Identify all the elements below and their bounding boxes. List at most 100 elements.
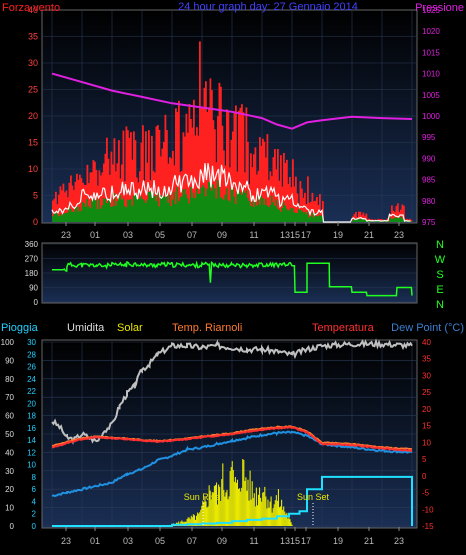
- solar-bar: [260, 497, 262, 526]
- wind-speed-bar: [299, 209, 302, 222]
- humidity-tick-label: 50: [5, 430, 14, 439]
- wind-gust-bar: [289, 176, 291, 222]
- pressure-tick-label: 1000: [422, 112, 440, 121]
- rain-tick-label: 18: [27, 412, 36, 421]
- wind-speed-bar: [218, 185, 221, 222]
- wind-gust-bar: [160, 156, 162, 222]
- solar-bar: [196, 515, 198, 526]
- wind-speed-bar: [389, 217, 392, 222]
- wind-speed-bar: [125, 207, 128, 222]
- wind-speed-bar: [160, 194, 162, 222]
- rain-line: [52, 475, 413, 527]
- wind-gust-bar: [395, 205, 398, 222]
- wind-speed-bar: [205, 196, 207, 222]
- x-tick-label: 13: [280, 230, 290, 240]
- pressure-tick-label: 1025: [422, 6, 440, 15]
- rain-tick-label: 28: [27, 350, 36, 359]
- wind-speed-bar: [281, 207, 284, 222]
- wind-speed-bar: [352, 220, 354, 222]
- wind-speed-bar: [259, 204, 261, 222]
- humidity-tick-label: 90: [5, 356, 14, 365]
- wind-speed-bar: [271, 195, 273, 222]
- wind-gust-bar: [286, 159, 288, 222]
- solar-bar: [211, 492, 213, 526]
- wind-speed-bar: [203, 187, 206, 222]
- wind-speed-bar: [146, 199, 149, 222]
- x-tick-label: 15: [290, 536, 300, 546]
- solar-bar: [270, 496, 272, 526]
- wind-gust-bar: [220, 86, 222, 222]
- wind-speed-bar: [52, 216, 54, 222]
- solar-bar: [267, 499, 269, 526]
- wind-speed-bar: [119, 195, 122, 222]
- wind-gust-bar: [103, 163, 105, 222]
- solar-bar: [229, 471, 231, 526]
- rain-tick-label: 8: [32, 473, 37, 482]
- solar-bar: [244, 480, 246, 526]
- wind-gust-bar: [223, 150, 225, 222]
- wind-speed-bar: [308, 217, 311, 222]
- wind-gust-bar: [158, 129, 161, 222]
- wind-gust-bar: [214, 129, 216, 222]
- solar-bars: [166, 458, 293, 526]
- direction-tick-label: 90: [29, 284, 38, 293]
- solar-bar: [249, 470, 251, 526]
- solar-bar: [225, 492, 227, 526]
- wind-gust-bar: [118, 140, 120, 222]
- pressure-tick-label: 995: [422, 133, 436, 142]
- wind-average-line: [51, 163, 411, 223]
- wind-speed-bar: [70, 208, 72, 222]
- wind-axis-ticks: 40 35 30 25 20 15 10 5 0: [28, 5, 38, 227]
- wind-tick-label: 0: [33, 217, 38, 227]
- wind-gust-bar: [205, 81, 207, 222]
- solar-bar: [251, 481, 253, 526]
- wind-gust-bar: [268, 180, 270, 222]
- wind-speed-bar: [220, 197, 222, 222]
- rain-tick-label: 22: [27, 387, 36, 396]
- wind-gust-bar: [53, 198, 56, 222]
- temperature-tick-label: -5: [422, 489, 430, 498]
- wind-gust-bar: [242, 112, 245, 222]
- wind-gust-bar: [127, 130, 129, 222]
- solar-bar: [197, 512, 199, 526]
- x-tick-label: 13: [280, 536, 290, 546]
- temperature-tick-label: 30: [422, 371, 431, 380]
- wind-gust-bar: [235, 105, 237, 222]
- wind-speed-bar: [401, 218, 404, 222]
- solar-bar: [284, 511, 286, 526]
- wind-gust-bar: [62, 183, 65, 222]
- solar-bar: [193, 515, 195, 526]
- wind-gust-bar: [166, 130, 168, 222]
- wind-speed-bar: [289, 209, 291, 222]
- wind-gust-bar: [145, 131, 147, 222]
- x-tick-label: 23: [394, 536, 404, 546]
- wind-speed-bar: [286, 208, 288, 222]
- x-tick-label: 23: [61, 536, 71, 546]
- wind-speed-bar: [290, 207, 293, 222]
- solar-bar: [240, 491, 242, 526]
- wind-gust-bar: [85, 185, 87, 222]
- rain-tick-label: 4: [32, 497, 37, 506]
- solar-bar: [233, 481, 235, 526]
- solar-bar: [209, 490, 211, 526]
- wind-gust-bar: [115, 171, 117, 222]
- wind-gust-bar: [100, 175, 102, 222]
- wind-speed-bar: [58, 216, 60, 222]
- pressure-line: [51, 72, 413, 130]
- compass-label: S: [436, 269, 443, 281]
- pressure-tick-label: 1020: [422, 27, 440, 36]
- wind-speed-bar: [386, 221, 389, 222]
- wind-speed-bar: [73, 211, 75, 222]
- wind-gust-bar: [230, 139, 233, 222]
- temperature-tick-label: -15: [422, 522, 434, 531]
- wind-gust-bar: [284, 162, 287, 222]
- solar-bar: [247, 479, 249, 526]
- solar-bar: [223, 490, 225, 526]
- wind-gust-bar: [68, 182, 71, 222]
- wind-gust-bar: [215, 162, 218, 222]
- wind-speed-bar: [103, 198, 105, 222]
- temperature-x-ticks: 23 01 03 05 07 09 11 13 15 17 19 21 23: [61, 527, 404, 546]
- wind-speed-bar: [233, 196, 236, 222]
